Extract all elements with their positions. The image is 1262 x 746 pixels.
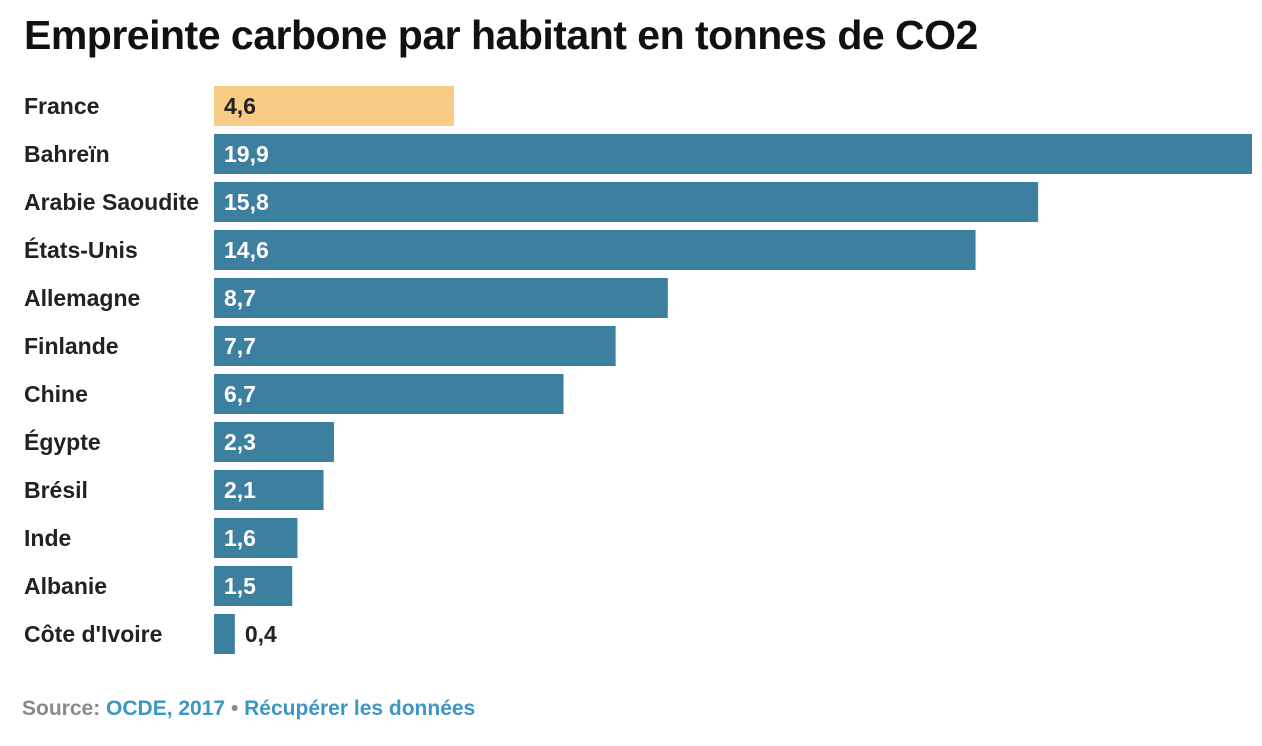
download-data-link[interactable]: Récupérer les données bbox=[244, 697, 476, 720]
category-label: Inde bbox=[24, 525, 71, 551]
category-label: Arabie Saoudite bbox=[24, 189, 199, 215]
chart-title: Empreinte carbone par habitant en tonnes… bbox=[24, 12, 978, 58]
value-label: 2,1 bbox=[224, 477, 256, 503]
value-label: 19,9 bbox=[224, 141, 269, 167]
source-prefix: Source: bbox=[22, 697, 101, 720]
value-label: 1,6 bbox=[224, 525, 256, 551]
bar[interactable] bbox=[214, 374, 564, 414]
value-label: 7,7 bbox=[224, 333, 256, 359]
value-label: 2,3 bbox=[224, 429, 256, 455]
category-label: Finlande bbox=[24, 333, 119, 359]
footer-separator: • bbox=[230, 697, 239, 720]
bar[interactable] bbox=[214, 566, 293, 606]
bar[interactable] bbox=[214, 86, 454, 126]
category-label: Côte d'Ivoire bbox=[24, 621, 162, 647]
value-label: 0,4 bbox=[245, 621, 277, 647]
value-label: 15,8 bbox=[224, 189, 269, 215]
category-label: Allemagne bbox=[24, 285, 140, 311]
value-label: 4,6 bbox=[224, 93, 256, 119]
category-label: Brésil bbox=[24, 477, 88, 503]
category-label: France bbox=[24, 93, 99, 119]
value-label: 8,7 bbox=[224, 285, 256, 311]
value-label: 1,5 bbox=[224, 573, 256, 599]
bar[interactable] bbox=[214, 134, 1252, 174]
category-label: États-Unis bbox=[24, 236, 138, 263]
bar[interactable] bbox=[214, 182, 1039, 222]
footer: Source: OCDE, 2017 • Récupérer les donné… bbox=[22, 697, 475, 721]
bar[interactable] bbox=[214, 614, 235, 654]
category-label: Chine bbox=[24, 381, 88, 407]
source-link[interactable]: OCDE, 2017 bbox=[106, 697, 226, 720]
bar[interactable] bbox=[214, 326, 616, 366]
bar[interactable] bbox=[214, 518, 298, 558]
value-label: 14,6 bbox=[224, 237, 269, 263]
bar[interactable] bbox=[214, 230, 976, 270]
bar[interactable] bbox=[214, 470, 324, 510]
category-label: Égypte bbox=[24, 428, 101, 455]
category-label: Albanie bbox=[24, 573, 107, 599]
bar[interactable] bbox=[214, 422, 334, 462]
value-label: 6,7 bbox=[224, 381, 256, 407]
category-label: Bahreïn bbox=[24, 141, 110, 167]
bar-chart: France 4,6 Bahreïn 19,9 Arabie Saoudite 15,8 É… bbox=[24, 86, 1252, 654]
bar[interactable] bbox=[214, 278, 668, 318]
